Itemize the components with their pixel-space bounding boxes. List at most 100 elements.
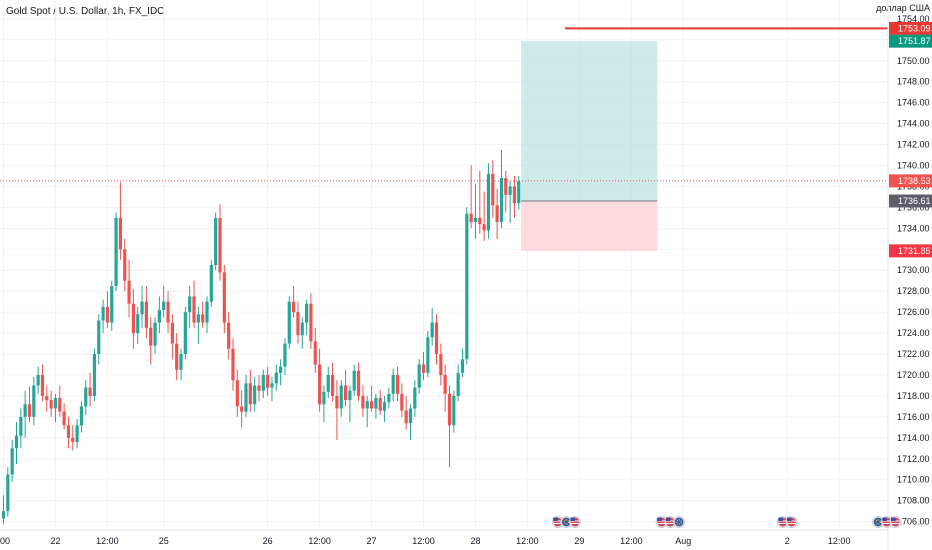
flag-us-canton — [553, 517, 558, 521]
candle-body — [512, 186, 517, 204]
candle-body — [486, 173, 491, 231]
alert-price-label: 1753.09 — [898, 23, 931, 33]
event-markers[interactable] — [551, 516, 902, 528]
candle-body — [201, 314, 205, 323]
candle-body — [149, 327, 153, 346]
candle-body — [170, 322, 174, 344]
candle-body — [175, 343, 179, 370]
price-tick-label: 1728.00 — [897, 286, 930, 296]
candle-body — [10, 448, 14, 475]
candle-body — [14, 435, 19, 449]
candle-body — [235, 380, 239, 407]
price-axis[interactable]: 1706.00 1708.00 1710.00 1712.00 1714.00 1716.… — [897, 14, 930, 527]
event-flag-icon[interactable] — [560, 516, 573, 528]
candle-body — [118, 217, 123, 250]
position-zones[interactable] — [521, 41, 658, 251]
price-tick-label: 1742.00 — [897, 140, 930, 150]
candle-body — [244, 383, 248, 412]
candle-body — [382, 402, 387, 411]
candle-body — [19, 416, 23, 436]
candle-body — [114, 217, 118, 286]
candle-body — [317, 364, 322, 405]
flag-eu-field — [873, 517, 883, 527]
event-flag-icon[interactable] — [551, 516, 564, 528]
candle-body — [417, 364, 421, 388]
price-tick-label: 1754.00 — [897, 14, 930, 24]
candle-body — [227, 322, 231, 349]
candle-body — [240, 406, 244, 412]
price-tick-label: 1720.00 — [897, 370, 930, 380]
candle-body — [452, 395, 456, 426]
candle-body — [378, 398, 382, 411]
candle-body — [157, 310, 161, 323]
time-tick-label: 2 — [785, 536, 790, 546]
candle-body — [361, 395, 365, 409]
candle-body — [499, 178, 504, 223]
candle-body — [209, 265, 213, 302]
current-price-label-bg — [889, 174, 932, 188]
candle-body — [352, 370, 356, 391]
candle-body — [88, 387, 92, 396]
candle-body — [140, 301, 144, 315]
event-flag-icon[interactable] — [776, 516, 789, 528]
event-flag-icon[interactable] — [672, 516, 685, 528]
candle-body — [270, 383, 274, 388]
event-flag-icon[interactable] — [664, 516, 677, 528]
event-flag-icon[interactable] — [569, 516, 582, 528]
price-tick-label: 1710.00 — [897, 475, 930, 485]
candle-body — [391, 374, 395, 394]
candle-body — [6, 474, 10, 512]
event-flag-icon[interactable] — [880, 516, 893, 528]
candle-body — [75, 425, 79, 443]
event-flag-icon[interactable] — [785, 516, 798, 528]
event-flag-icon[interactable] — [889, 516, 902, 528]
candle-body — [1, 511, 6, 519]
flag-eu-field — [674, 517, 684, 527]
candle-body — [36, 374, 40, 386]
candle-body — [369, 401, 374, 409]
candle-body — [192, 296, 196, 323]
candle-body — [58, 398, 62, 412]
candle-body — [426, 337, 430, 373]
candle-body — [517, 181, 521, 204]
target-price-label: 1751.87 — [898, 36, 931, 46]
candle-body — [266, 374, 270, 388]
stop-price-label-bg — [889, 244, 932, 258]
candle-body — [465, 213, 469, 360]
candle-body — [309, 303, 313, 342]
candle-body — [66, 425, 71, 438]
price-tick-label: 1730.00 — [897, 265, 930, 275]
candle-body — [40, 374, 45, 396]
price-tick-label: 1716.00 — [897, 412, 930, 422]
time-tick-label: 26 — [263, 536, 273, 546]
candle-body — [296, 312, 300, 336]
candle-body — [248, 383, 252, 405]
candle-body — [387, 393, 391, 403]
candle-body — [188, 296, 192, 313]
candle-body — [23, 404, 27, 417]
time-tick-label: 29 — [574, 536, 584, 546]
candle-body — [92, 354, 97, 396]
candle-body — [400, 393, 404, 411]
flag-us-canton — [657, 517, 662, 521]
price-tick-label: 1748.00 — [897, 77, 930, 87]
price-overlays — [0, 27, 888, 182]
candle-body — [330, 374, 335, 396]
price-tick-label: 1722.00 — [897, 349, 930, 359]
price-tick-label: 1734.00 — [897, 223, 930, 233]
candle-body — [71, 437, 75, 443]
candle-body — [443, 374, 447, 394]
candle-body — [101, 306, 105, 321]
candle-body — [456, 372, 460, 396]
candle-body — [430, 322, 434, 338]
flag-us-stripe — [665, 523, 675, 524]
stop-price-label: 1731.85 — [898, 246, 931, 256]
profit-zone — [521, 41, 658, 202]
time-tick-label: 25 — [159, 536, 169, 546]
candle-body — [495, 205, 499, 223]
flag-us-canton — [890, 517, 896, 521]
candle-body — [473, 217, 478, 223]
candle-body — [222, 272, 226, 323]
time-axis[interactable]: 00 22 12:00 25 26 12:00 27 12:00 28 12:00 29 12:00 A… — [0, 536, 850, 546]
